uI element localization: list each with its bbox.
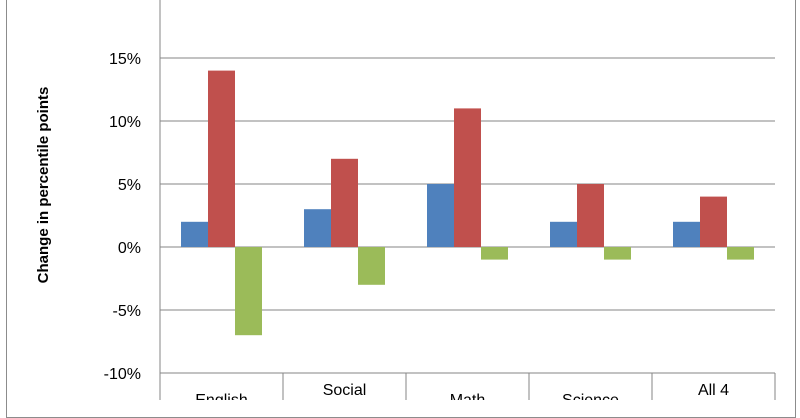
category-label: Math	[450, 392, 486, 400]
y-tick-label: 10%	[109, 114, 141, 131]
category-label: Science	[562, 392, 619, 400]
category-label: SocialStudies	[318, 382, 371, 400]
bar	[304, 209, 331, 247]
y-tick-label: 0%	[118, 240, 141, 257]
bar	[700, 196, 727, 247]
bar	[235, 247, 262, 336]
bar	[181, 221, 208, 247]
bar	[358, 247, 385, 285]
bar	[427, 184, 454, 247]
y-tick-label: -5%	[113, 303, 141, 320]
y-tick-label: -10%	[104, 366, 141, 383]
bar	[673, 221, 700, 247]
bars	[181, 70, 754, 336]
bar	[481, 247, 508, 260]
category-label: English	[195, 392, 247, 400]
bar-chart: -10% -5% 0% 5% 10% 15% English SocialStudies Ma…	[35, 0, 776, 400]
bar	[208, 70, 235, 247]
y-axis-label: Change in percentile points	[35, 87, 52, 284]
category-label: All 4Subjects	[683, 382, 744, 400]
bar	[454, 108, 481, 248]
bar	[550, 221, 577, 247]
bar	[727, 247, 754, 260]
bar	[577, 184, 604, 247]
y-axis-tick-labels: -10% -5% 0% 5% 10% 15%	[104, 51, 141, 383]
bar	[331, 158, 358, 247]
y-tick-label: 15%	[109, 51, 141, 68]
bar	[604, 247, 631, 260]
y-tick-label: 5%	[118, 177, 141, 194]
category-labels: English SocialStudies Math Science All 4Subj…	[195, 382, 744, 400]
